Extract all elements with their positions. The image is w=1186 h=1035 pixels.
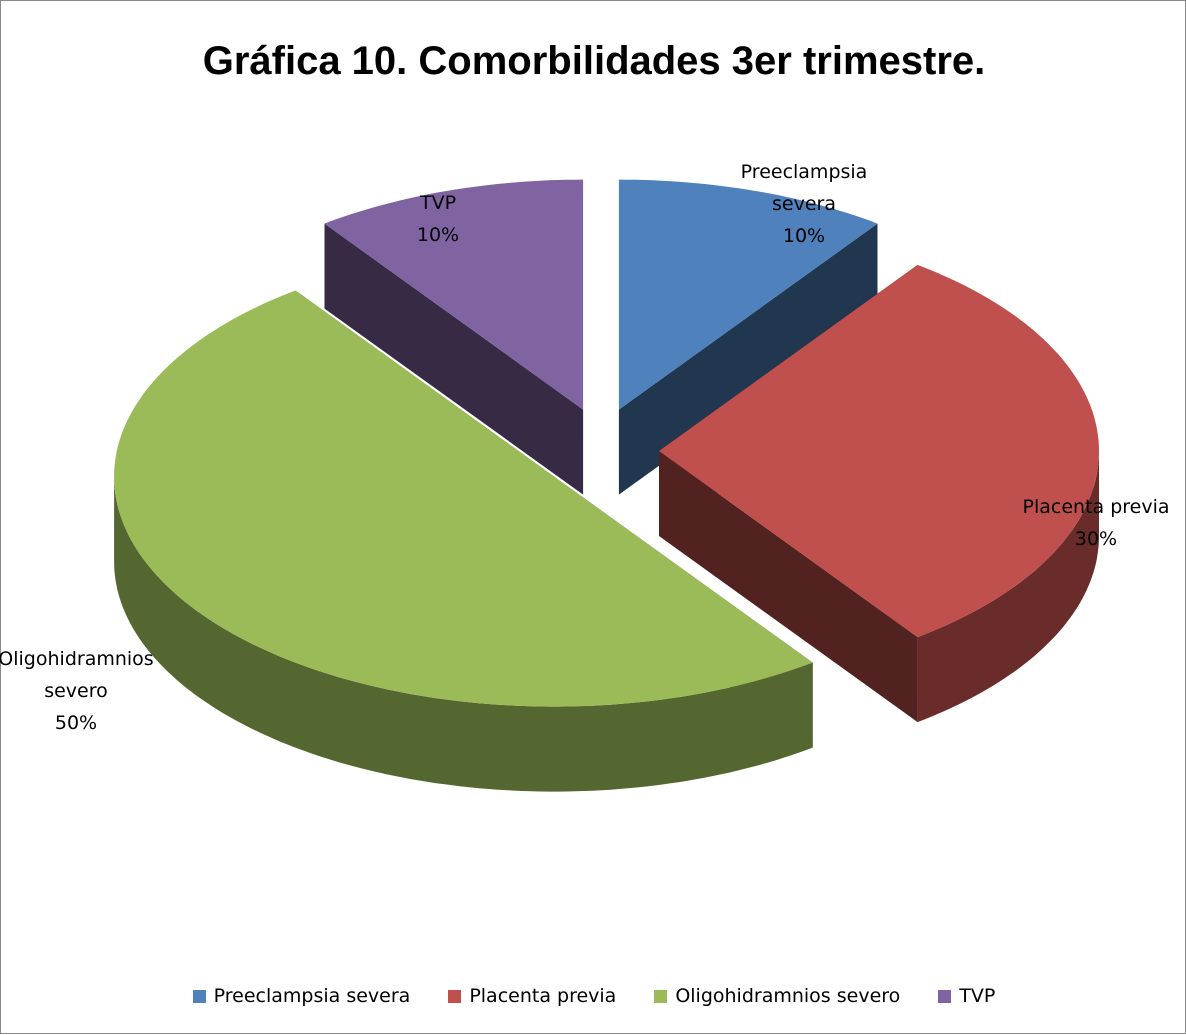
slice-wall bbox=[618, 223, 878, 495]
slice bbox=[659, 264, 1099, 723]
legend-swatch bbox=[938, 989, 952, 1003]
slice bbox=[324, 179, 584, 495]
data-label-name: Oligohidramnios severo bbox=[0, 648, 154, 702]
legend-label: Oligohidramnios severo bbox=[675, 985, 901, 1007]
legend-label: TVP bbox=[959, 985, 996, 1007]
data-label-value: 10% bbox=[782, 225, 826, 247]
data-label: TVP 10% bbox=[388, 187, 488, 251]
data-label: Placenta previa 30% bbox=[1006, 491, 1186, 555]
legend-swatch bbox=[192, 989, 206, 1003]
legend-label: Placenta previa bbox=[469, 985, 617, 1007]
slice-side bbox=[114, 476, 813, 792]
slice bbox=[618, 179, 878, 495]
data-label-name: Preeclampsia severa bbox=[740, 161, 868, 215]
slice-side bbox=[917, 451, 1099, 723]
legend: Preeclampsia severa Placenta previa Oligoh… bbox=[1, 985, 1186, 1007]
data-label: Preeclampsia severa 10% bbox=[719, 156, 889, 252]
slice-top bbox=[618, 179, 878, 410]
legend-swatch bbox=[448, 989, 462, 1003]
legend-swatch bbox=[654, 989, 668, 1003]
legend-item: Preeclampsia severa bbox=[192, 985, 411, 1007]
slice-wall bbox=[324, 223, 584, 495]
data-label-value: 30% bbox=[1074, 528, 1118, 550]
slice-top bbox=[114, 290, 813, 707]
data-label-value: 10% bbox=[416, 224, 460, 246]
legend-item: TVP bbox=[938, 985, 995, 1007]
data-label-value: 50% bbox=[54, 712, 98, 734]
chart-title: Gráfica 10. Comorbilidades 3er trimestre… bbox=[202, 39, 986, 83]
slice-wall bbox=[659, 451, 918, 723]
slice-top bbox=[659, 264, 1099, 638]
legend-label: Preeclampsia severa bbox=[213, 985, 411, 1007]
data-label: Oligohidramnios severo 50% bbox=[0, 643, 161, 739]
data-label-name: TVP bbox=[419, 192, 457, 214]
data-label-name: Placenta previa bbox=[1022, 496, 1170, 518]
legend-item: Placenta previa bbox=[448, 985, 616, 1007]
legend-item: Oligohidramnios severo bbox=[654, 985, 900, 1007]
slice bbox=[114, 290, 813, 792]
slice-top bbox=[324, 179, 584, 410]
